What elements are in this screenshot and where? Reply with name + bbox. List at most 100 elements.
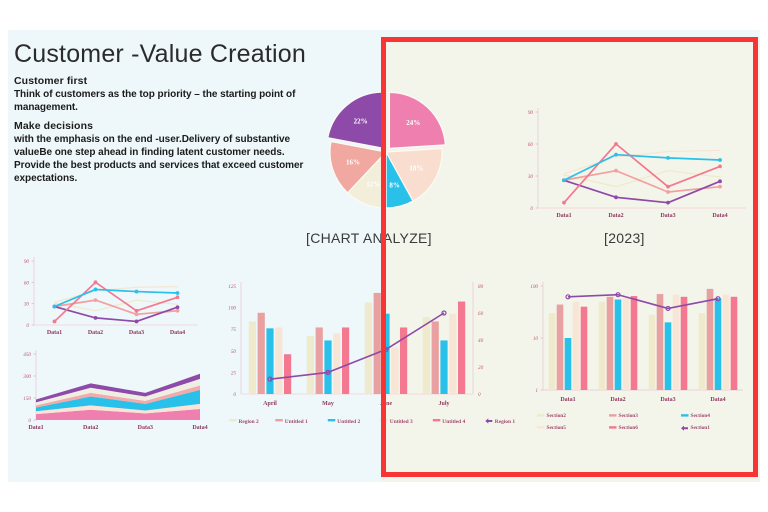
bar — [333, 333, 341, 394]
line-chart-small: 0 30 60 90 Data1 Data2 Data3 Data4 — [8, 253, 208, 343]
line-series — [269, 312, 445, 380]
line-series — [563, 143, 721, 204]
bar — [664, 322, 672, 390]
pie-slice-label: 16% — [346, 159, 360, 167]
axis-label: 300 — [23, 374, 31, 380]
legend: Section2 Section3 Section4 Section5 Section6… — [537, 413, 710, 431]
axis-label: April — [263, 401, 277, 407]
legend-label: Untitled 1 — [285, 419, 308, 425]
log-bar-chart: 1 10 100 Data1 Data2 Data3 Data4 Section2 Sectio… — [515, 272, 760, 452]
axis-label: July — [438, 401, 449, 407]
data-point — [134, 289, 139, 294]
data-point — [267, 376, 273, 382]
data-point — [562, 178, 566, 183]
line-series — [563, 179, 721, 204]
legend-label: Section1 — [691, 425, 711, 431]
axis-label: Data2 — [610, 397, 625, 403]
data-point — [175, 305, 180, 310]
bar — [400, 327, 408, 394]
text-block-customer-first: Customer first Think of customers as the… — [14, 75, 314, 114]
data-point — [614, 168, 618, 173]
bar — [622, 298, 630, 390]
axis-label: Data2 — [608, 213, 623, 219]
bar — [306, 336, 314, 394]
line-chart-2023: 0 30 60 90 Data1 Data2 Data3 Data4 — [508, 100, 758, 230]
legend-label: Section3 — [619, 413, 639, 419]
legend-marker — [537, 426, 545, 429]
axis-label: Data4 — [170, 330, 185, 336]
block-body: with the emphasis on the end -user.Deliv… — [14, 134, 304, 184]
bar — [449, 313, 457, 394]
axis-label: 60 — [24, 280, 30, 286]
line-series — [53, 305, 179, 323]
bar — [580, 306, 588, 390]
data-point — [666, 200, 670, 205]
bar — [275, 327, 283, 394]
data-point — [93, 280, 98, 285]
axis-label: Data1 — [47, 330, 62, 336]
axis-label: 25 — [231, 370, 237, 376]
data-point — [715, 296, 721, 302]
bar — [572, 301, 580, 390]
bar — [680, 296, 688, 390]
area-band — [36, 378, 200, 406]
axis-label: 60 — [478, 311, 484, 317]
bar — [315, 327, 323, 394]
bar — [606, 296, 614, 390]
axis-label: 0 — [478, 392, 481, 398]
bar — [458, 301, 466, 394]
axis-label: 30 — [24, 302, 30, 308]
axis-label: May — [322, 401, 334, 407]
bar — [706, 288, 714, 390]
data-point — [52, 319, 57, 324]
axis-label: Data3 — [660, 213, 675, 219]
legend-label: Untitled 3 — [390, 419, 413, 425]
line-series — [567, 293, 719, 310]
block-heading: Customer first — [14, 75, 88, 87]
line-series — [53, 281, 179, 323]
line-series — [53, 285, 179, 303]
data-point — [52, 304, 57, 309]
axis-label: 0 — [530, 206, 533, 212]
legend-marker — [537, 414, 545, 417]
bar — [614, 299, 622, 390]
axis-label: 100 — [228, 306, 236, 312]
data-point — [134, 312, 139, 317]
data-point — [615, 292, 621, 298]
axis-label: Data2 — [88, 330, 103, 336]
page-title: Customer -Value Creation — [14, 40, 306, 68]
line-series — [563, 169, 721, 193]
pie-slice — [388, 91, 446, 149]
axis-label: 90 — [24, 259, 30, 265]
bar — [598, 301, 606, 390]
legend-label: Section4 — [691, 413, 711, 419]
slide-right-background — [381, 37, 760, 482]
bar — [648, 314, 656, 390]
legend-marker — [327, 419, 336, 422]
legend-marker — [229, 419, 237, 422]
bar — [391, 347, 399, 394]
pie-slice-label: 8% — [389, 182, 400, 190]
legend-label: Region 1 — [495, 419, 516, 425]
data-point — [325, 369, 331, 376]
axis-label: 0 — [233, 392, 236, 398]
bar — [431, 321, 439, 394]
axis-label: 125 — [228, 284, 236, 290]
data-point — [666, 184, 670, 189]
bar — [548, 313, 556, 390]
legend-marker — [432, 419, 441, 422]
data-point — [666, 190, 670, 194]
legend-label: Section6 — [619, 425, 639, 431]
data-point — [93, 315, 98, 320]
axis-label: 0 — [26, 323, 29, 329]
block-body: Think of customers as the top priority –… — [14, 89, 296, 113]
pie-slice — [327, 91, 384, 149]
pie-slice-label: 24% — [406, 119, 420, 127]
data-point — [93, 287, 98, 292]
data-point — [93, 298, 98, 303]
data-point — [565, 294, 571, 300]
bar — [284, 354, 292, 394]
bar — [556, 304, 564, 390]
bar — [440, 340, 448, 394]
